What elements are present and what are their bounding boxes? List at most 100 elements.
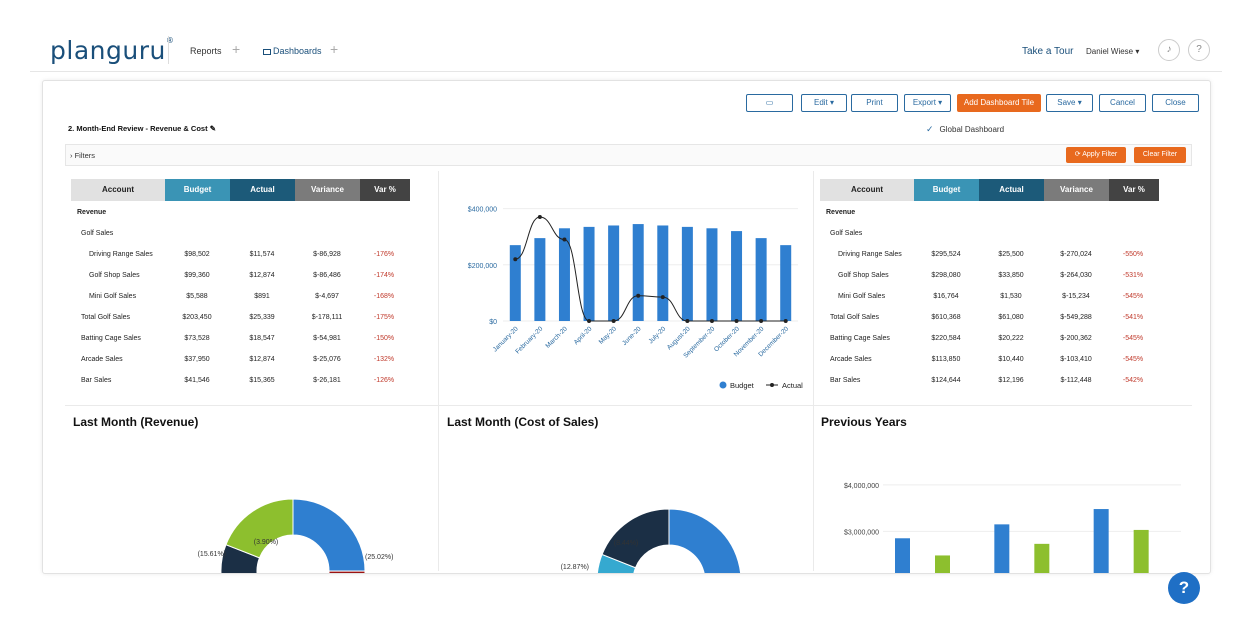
pencil-icon[interactable]: ✎ (209, 124, 216, 133)
tile-title-last-month-revenue: Last Month (Revenue) (73, 415, 199, 429)
actual-point (562, 237, 567, 242)
row-actual: $891 (254, 293, 270, 300)
row-account: Batting Cage Sales (81, 335, 141, 342)
x-tick-label: April-20 (573, 325, 594, 346)
slice-label: (3.90%) (254, 539, 279, 546)
actual-point (587, 319, 592, 323)
tile-divider (438, 171, 439, 571)
row-varpct: -545% (1122, 293, 1144, 300)
present-button[interactable]: ▭ (746, 94, 793, 112)
row-budget: $73,528 (184, 335, 210, 342)
row-actual: $25,500 (998, 251, 1024, 258)
row-varpct: -542% (1122, 377, 1144, 384)
take-a-tour-link[interactable]: Take a Tour (1022, 46, 1074, 57)
add-dashboard-icon[interactable]: + (330, 41, 339, 57)
print-button[interactable]: Print (851, 94, 898, 112)
nav-dashboards[interactable]: Dashboards (263, 46, 322, 56)
section-label: Revenue (826, 209, 856, 216)
column-header[interactable]: Actual (230, 179, 295, 201)
row-account: Arcade Sales (81, 356, 123, 363)
clear-filter-button[interactable]: Clear Filter (1134, 147, 1186, 163)
row-variance: $-15,234 (1062, 293, 1090, 300)
donut-slice (292, 498, 366, 572)
group-label: Golf Sales (81, 230, 114, 237)
row-actual: $12,874 (249, 356, 275, 363)
row-account: Driving Range Sales (838, 251, 902, 258)
row-variance: $-200,362 (1060, 335, 1092, 342)
previous-years-bar (1133, 529, 1149, 573)
budget-bar (731, 231, 743, 321)
row-varpct: -150% (373, 335, 395, 342)
donut-slice (601, 508, 670, 569)
nav-reports[interactable]: Reports (190, 46, 222, 56)
column-header[interactable]: Var % (1109, 179, 1159, 201)
planguru-logo[interactable]: planguru® (50, 36, 175, 65)
row-actual: $18,547 (249, 335, 275, 342)
slice-label: (25.02%) (365, 554, 393, 561)
y-tick-label: $0 (489, 319, 497, 326)
actual-point (611, 319, 616, 323)
cancel-button[interactable]: Cancel (1099, 94, 1146, 112)
column-header[interactable]: Var % (360, 179, 410, 201)
row-actual: $12,196 (998, 377, 1024, 384)
row-budget: $203,450 (182, 314, 212, 321)
add-report-icon[interactable]: + (232, 41, 241, 57)
tile-divider (65, 405, 1192, 406)
slice-label: (8.44%) (614, 540, 639, 547)
row-varpct: -545% (1122, 356, 1144, 363)
close-button[interactable]: Close (1152, 94, 1199, 112)
row-variance: $-54,981 (313, 335, 341, 342)
actual-point (513, 257, 518, 262)
group-label: Golf Sales (830, 230, 863, 237)
column-header[interactable]: Variance (1044, 179, 1109, 201)
help-circle-icon[interactable]: ? (1188, 39, 1210, 61)
actual-line (515, 216, 786, 322)
y-tick-label: $3,000,000 (844, 529, 879, 536)
budget-bar (534, 238, 546, 321)
apply-filter-button[interactable]: ⟳ Apply Filter (1066, 147, 1126, 163)
row-budget: $220,584 (931, 335, 961, 342)
row-variance: $-112,448 (1060, 377, 1092, 384)
column-header[interactable]: Actual (979, 179, 1044, 201)
row-budget: $610,368 (931, 314, 961, 321)
cost-donut-chart: (41.19%)(18.51%)(12.87%)(8.44%) (561, 508, 741, 573)
monitor-icon (263, 49, 271, 55)
row-budget: $5,588 (186, 293, 208, 300)
row-actual: $15,365 (249, 377, 275, 384)
row-varpct: -176% (373, 251, 395, 258)
column-header[interactable]: Budget (165, 179, 230, 201)
row-actual: $11,574 (249, 251, 275, 258)
help-button[interactable]: ? (1168, 572, 1200, 604)
row-account: Bar Sales (830, 377, 861, 384)
column-header[interactable]: Variance (295, 179, 360, 201)
budget-bar (780, 245, 792, 321)
global-dashboard-checkbox[interactable]: ✓ Global Dashboard (926, 124, 1005, 134)
add-dashboard-tile-button[interactable]: Add Dashboard Tile (957, 94, 1041, 112)
donut-slice (668, 508, 741, 573)
row-varpct: -132% (373, 356, 395, 363)
user-menu[interactable]: Daniel Wiese ▾ (1086, 47, 1140, 56)
row-varpct: -531% (1122, 272, 1144, 279)
filters-toggle[interactable]: › Filters (70, 151, 96, 160)
slice-label: (15.61%) (198, 551, 226, 558)
legend-budget-label: Budget (730, 381, 755, 390)
x-tick-label: May-20 (598, 325, 619, 346)
budget-bar (706, 228, 718, 321)
checkmark-icon: ✓ (926, 124, 934, 134)
actual-point (660, 295, 665, 300)
row-variance: $-270,024 (1060, 251, 1092, 258)
row-actual: $61,080 (998, 314, 1024, 321)
column-header[interactable]: Budget (914, 179, 979, 201)
export-button[interactable]: Export ▾ (904, 94, 951, 112)
x-tick-label: March-20 (544, 325, 569, 350)
bell-icon[interactable]: ♪ (1158, 39, 1180, 61)
save-button[interactable]: Save ▾ (1046, 94, 1093, 112)
row-variance: $-103,410 (1060, 356, 1092, 363)
row-varpct: -550% (1122, 251, 1144, 258)
column-header[interactable]: Account (71, 179, 165, 201)
column-header[interactable]: Account (820, 179, 914, 201)
edit-button[interactable]: Edit ▾ (801, 94, 847, 112)
legend-actual-dot (770, 383, 774, 387)
row-account: Golf Shop Sales (838, 272, 889, 279)
